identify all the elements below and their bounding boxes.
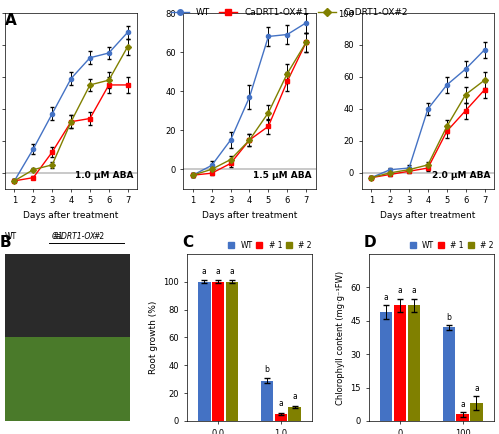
Text: a: a — [202, 267, 207, 276]
X-axis label: Days after treatment: Days after treatment — [202, 211, 297, 220]
Legend: WT, # 1, # 2: WT, # 1, # 2 — [225, 238, 315, 253]
Text: C: C — [182, 235, 193, 250]
Bar — [457, 414, 469, 421]
Text: A: A — [5, 13, 17, 28]
X-axis label: Days after treatment: Days after treatment — [380, 211, 476, 220]
Bar — [261, 381, 273, 421]
Text: a: a — [292, 392, 297, 401]
Text: a: a — [398, 286, 402, 295]
Bar — [5, 254, 130, 338]
Y-axis label: Root growth (%): Root growth (%) — [149, 301, 158, 374]
Bar — [380, 312, 392, 421]
X-axis label: Days after treatment: Days after treatment — [23, 211, 119, 220]
Text: 2.0 μM ABA: 2.0 μM ABA — [432, 171, 490, 180]
Text: 1.0 μM ABA: 1.0 μM ABA — [75, 171, 133, 180]
Bar — [394, 305, 406, 421]
Text: b: b — [264, 365, 269, 374]
Text: #1: #1 — [52, 232, 63, 240]
Bar — [226, 282, 238, 421]
Bar — [274, 414, 287, 421]
Text: D: D — [364, 235, 376, 250]
Text: WT: WT — [5, 232, 17, 240]
Text: a: a — [230, 267, 235, 276]
Bar — [443, 327, 455, 421]
Text: CaDRT1-OX: CaDRT1-OX — [52, 232, 96, 240]
Y-axis label: Chlorophyll content (mg·g⁻¹FW): Chlorophyll content (mg·g⁻¹FW) — [336, 270, 345, 404]
Text: a: a — [411, 286, 416, 295]
Text: #2: #2 — [93, 232, 105, 240]
Text: b: b — [447, 313, 451, 322]
Bar — [198, 282, 211, 421]
Text: a: a — [474, 384, 479, 393]
Bar — [288, 407, 301, 421]
Text: 1.5 μM ABA: 1.5 μM ABA — [253, 171, 311, 180]
Text: a: a — [384, 293, 389, 302]
Text: B: B — [0, 235, 11, 250]
Text: a: a — [278, 399, 283, 408]
Bar — [5, 338, 130, 421]
Text: a: a — [216, 267, 221, 276]
Legend: WT, CaDRT1-OX#1, CaDRT1-OX#2: WT, CaDRT1-OX#1, CaDRT1-OX#2 — [167, 4, 412, 21]
Legend: WT, # 1, # 2: WT, # 1, # 2 — [407, 238, 497, 253]
Bar — [408, 305, 420, 421]
Bar — [212, 282, 225, 421]
Text: a: a — [460, 400, 465, 409]
Bar — [470, 403, 483, 421]
